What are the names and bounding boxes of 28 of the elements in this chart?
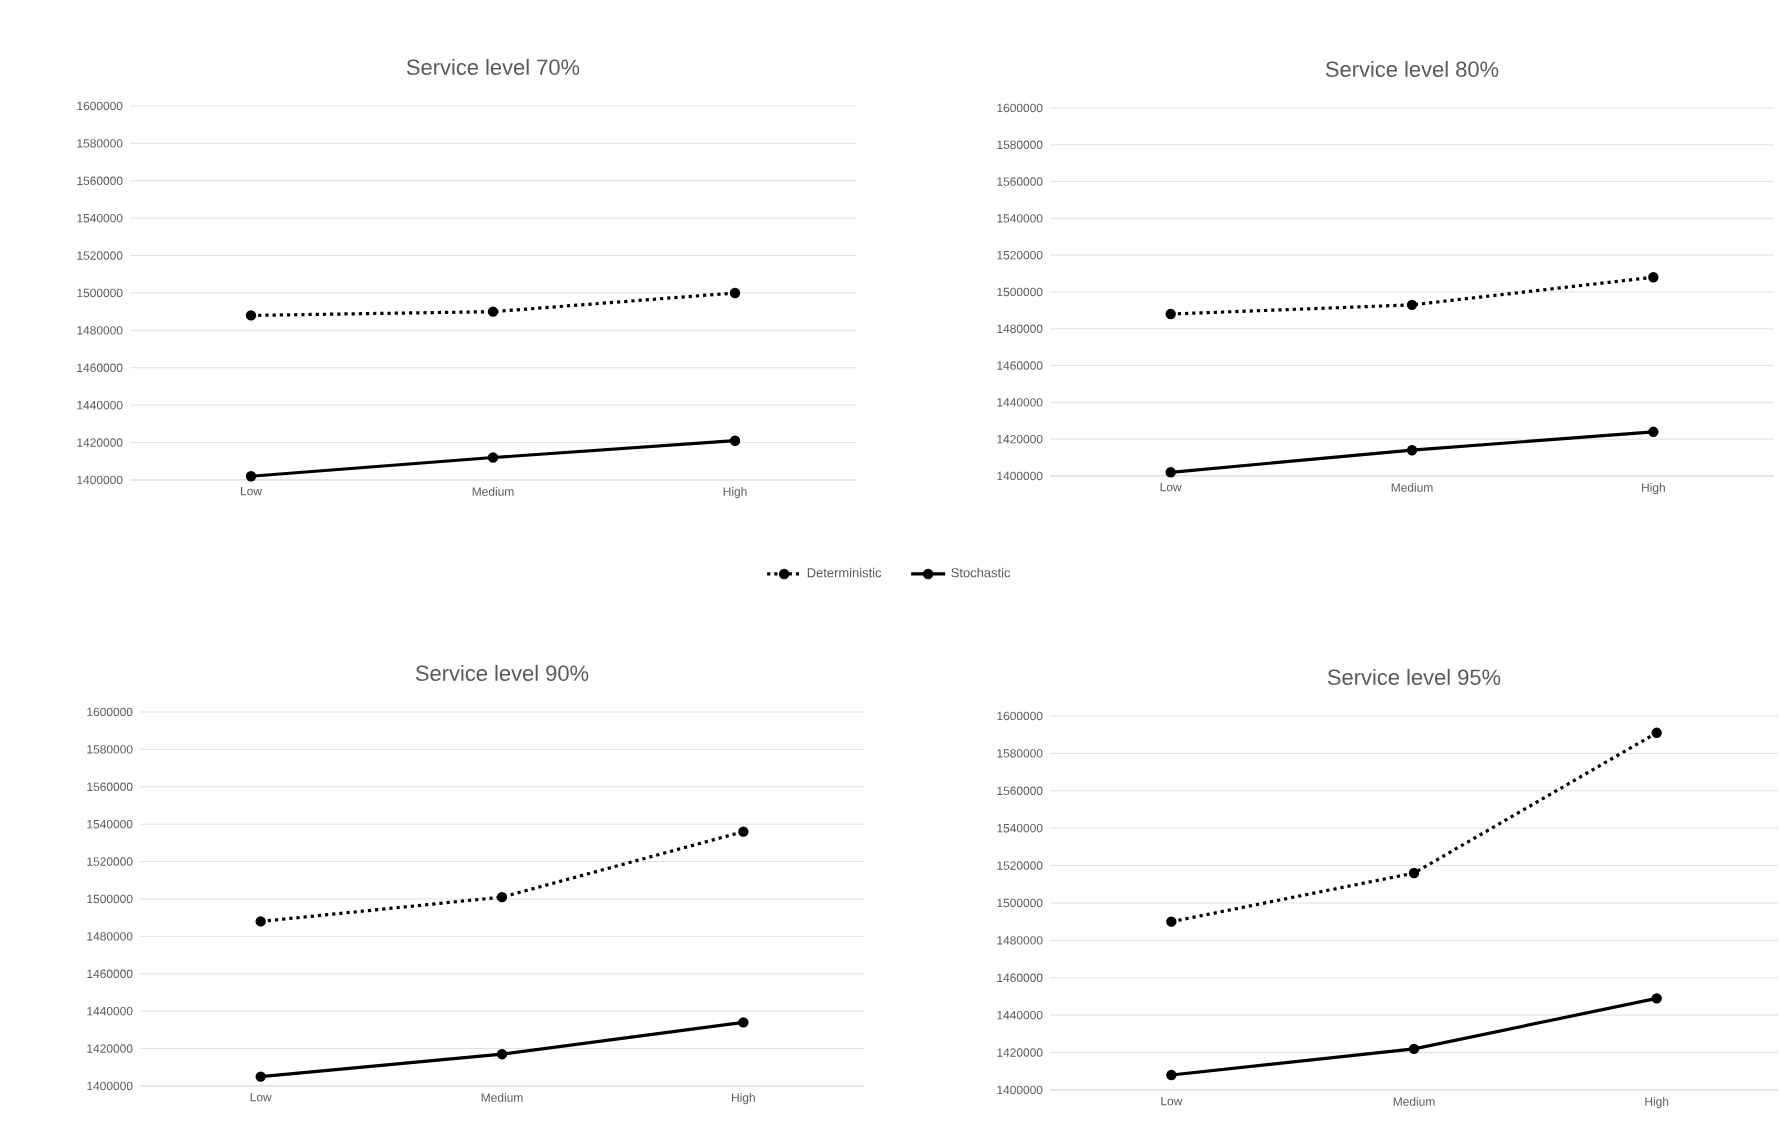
chart-title: Service level 95%: [1327, 668, 1501, 685]
point: [487, 452, 499, 463]
point: [245, 310, 257, 321]
point: [255, 1071, 266, 1082]
point: [1648, 426, 1659, 438]
point: [1651, 993, 1662, 1004]
point: [255, 916, 266, 927]
point: [729, 287, 741, 299]
point: [738, 1017, 749, 1028]
point: [1408, 1043, 1420, 1055]
point: [496, 1048, 508, 1060]
point: [1648, 272, 1659, 283]
point: [245, 471, 257, 482]
point: [496, 891, 508, 903]
point: [1406, 445, 1418, 456]
point: [1165, 308, 1176, 320]
point: [1406, 299, 1418, 311]
point: [1165, 467, 1176, 478]
point: [729, 435, 741, 446]
chart-title: Service level 80%: [1325, 60, 1499, 77]
chart-title: Service level 90%: [415, 664, 589, 681]
point: [487, 306, 499, 317]
point: [1651, 727, 1662, 739]
chart-title: Service level 70%: [406, 58, 580, 75]
point: [1166, 916, 1177, 927]
point: [738, 826, 749, 837]
point: [1408, 867, 1420, 879]
point: [1166, 1069, 1177, 1081]
